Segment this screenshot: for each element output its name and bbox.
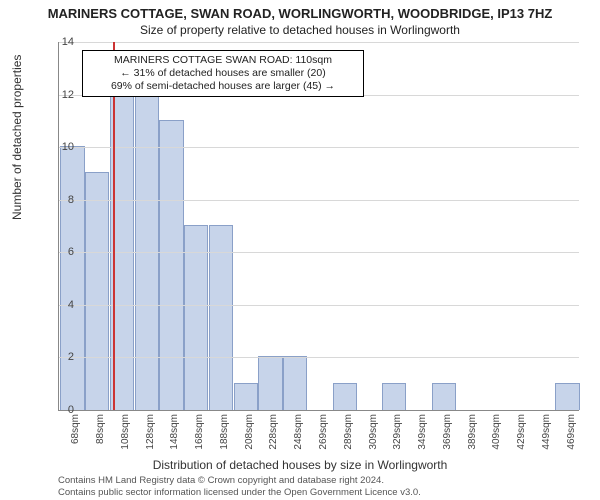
- gridline: [59, 252, 579, 253]
- x-tick-label: 429sqm: [516, 414, 527, 464]
- annotation-line-2: ← 31% of detached houses are smaller (20…: [89, 67, 357, 80]
- y-tick-label: 8: [50, 194, 74, 206]
- chart-subtitle: Size of property relative to detached ho…: [0, 21, 600, 37]
- gridline: [59, 42, 579, 43]
- y-tick-label: 6: [50, 246, 74, 258]
- bar: [234, 383, 258, 410]
- x-tick-label: 289sqm: [343, 414, 354, 464]
- x-tick-label: 108sqm: [120, 414, 131, 464]
- bar: [85, 172, 109, 410]
- gridline: [59, 305, 579, 306]
- gridline: [59, 200, 579, 201]
- bar: [159, 120, 183, 410]
- y-tick-label: 10: [50, 141, 74, 153]
- y-tick-label: 2: [50, 351, 74, 363]
- x-tick-label: 188sqm: [219, 414, 230, 464]
- x-tick-label: 208sqm: [244, 414, 255, 464]
- x-tick-label: 228sqm: [268, 414, 279, 464]
- x-tick-label: 68sqm: [70, 414, 81, 464]
- chart-footer: Contains HM Land Registry data © Crown c…: [58, 475, 421, 498]
- x-tick-label: 369sqm: [442, 414, 453, 464]
- x-tick-label: 269sqm: [318, 414, 329, 464]
- x-tick-label: 309sqm: [368, 414, 379, 464]
- y-tick-label: 12: [50, 89, 74, 101]
- x-tick-label: 148sqm: [169, 414, 180, 464]
- x-tick-label: 88sqm: [95, 414, 106, 464]
- x-tick-label: 168sqm: [194, 414, 205, 464]
- footer-line-1: Contains HM Land Registry data © Crown c…: [58, 475, 421, 486]
- x-tick-label: 389sqm: [467, 414, 478, 464]
- bar: [432, 383, 456, 410]
- y-tick-label: 4: [50, 299, 74, 311]
- gridline: [59, 147, 579, 148]
- x-tick-label: 329sqm: [392, 414, 403, 464]
- annotation-line-3: 69% of semi-detached houses are larger (…: [89, 80, 357, 93]
- x-tick-label: 409sqm: [491, 414, 502, 464]
- gridline: [59, 357, 579, 358]
- bar: [382, 383, 406, 410]
- footer-line-2: Contains public sector information licen…: [58, 487, 421, 498]
- chart-title: MARINERS COTTAGE, SWAN ROAD, WORLINGWORT…: [0, 0, 600, 21]
- x-tick-label: 349sqm: [417, 414, 428, 464]
- x-tick-label: 128sqm: [145, 414, 156, 464]
- y-axis-label: Number of detached properties: [10, 55, 24, 220]
- x-tick-label: 469sqm: [566, 414, 577, 464]
- y-tick-label: 14: [50, 36, 74, 48]
- bar: [258, 356, 282, 410]
- x-tick-label: 248sqm: [293, 414, 304, 464]
- bar: [60, 146, 84, 410]
- bar: [555, 383, 579, 410]
- annotation-line-1: MARINERS COTTAGE SWAN ROAD: 110sqm: [89, 54, 357, 67]
- bar: [283, 356, 307, 410]
- bar: [333, 383, 357, 410]
- x-tick-label: 449sqm: [541, 414, 552, 464]
- chart-container: MARINERS COTTAGE, SWAN ROAD, WORLINGWORT…: [0, 0, 600, 500]
- annotation-box: MARINERS COTTAGE SWAN ROAD: 110sqm ← 31%…: [82, 50, 364, 97]
